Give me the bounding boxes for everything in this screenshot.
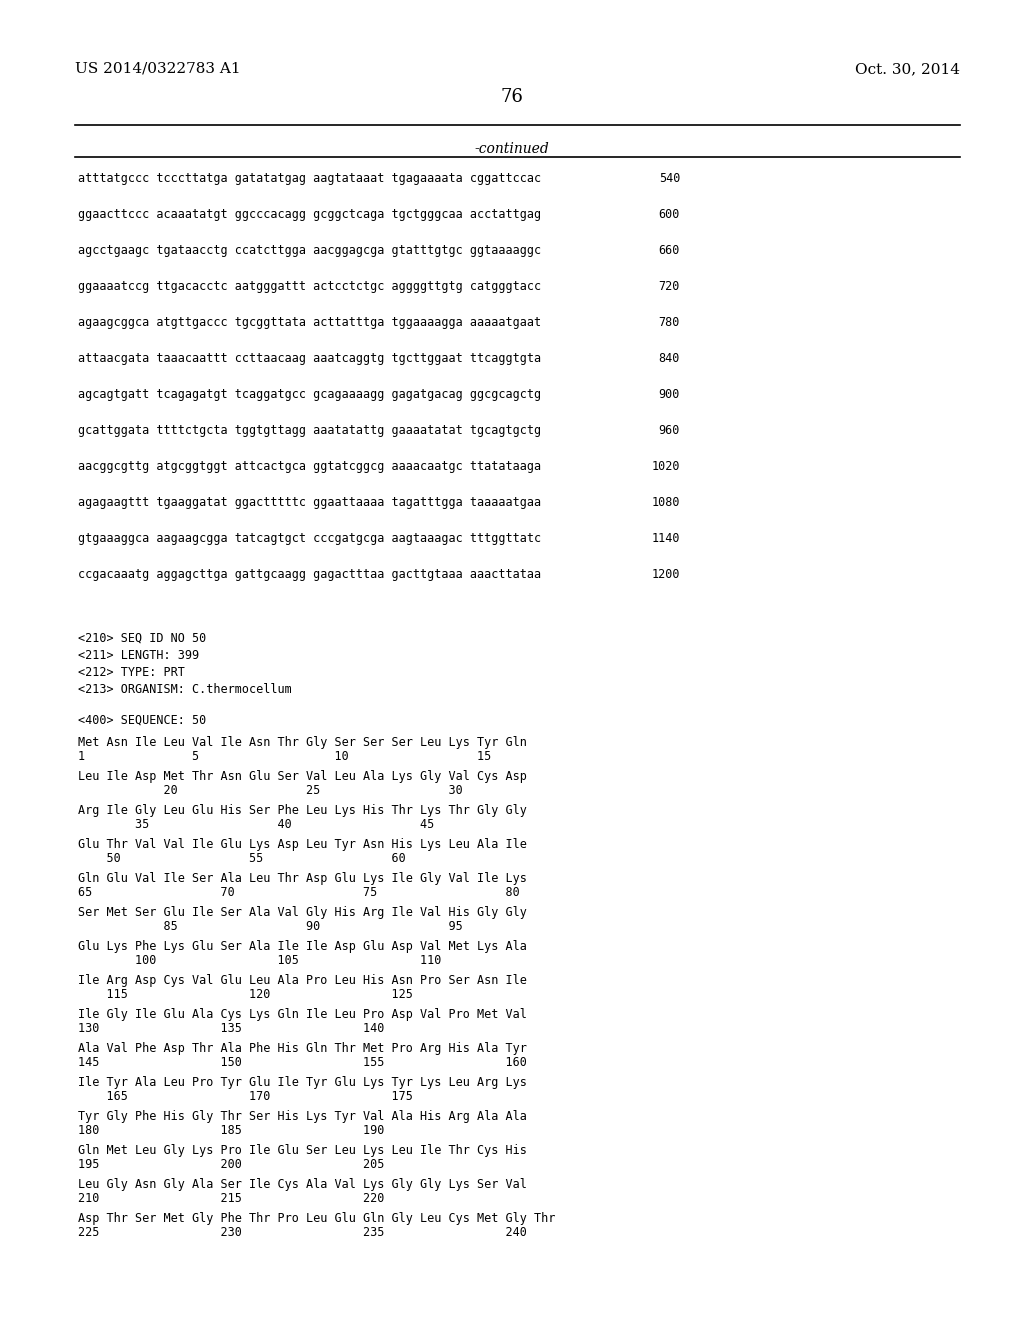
Text: 65                  70                  75                  80: 65 70 75 80 xyxy=(78,886,520,899)
Text: agaagcggca atgttgaccc tgcggttata acttatttga tggaaaagga aaaaatgaat: agaagcggca atgttgaccc tgcggttata acttatt… xyxy=(78,315,541,329)
Text: 1140: 1140 xyxy=(651,532,680,545)
Text: <213> ORGANISM: C.thermocellum: <213> ORGANISM: C.thermocellum xyxy=(78,682,292,696)
Text: 840: 840 xyxy=(658,352,680,366)
Text: Met Asn Ile Leu Val Ile Asn Thr Gly Ser Ser Ser Leu Lys Tyr Gln: Met Asn Ile Leu Val Ile Asn Thr Gly Ser … xyxy=(78,737,527,748)
Text: US 2014/0322783 A1: US 2014/0322783 A1 xyxy=(75,62,241,77)
Text: 540: 540 xyxy=(658,172,680,185)
Text: Ala Val Phe Asp Thr Ala Phe His Gln Thr Met Pro Arg His Ala Tyr: Ala Val Phe Asp Thr Ala Phe His Gln Thr … xyxy=(78,1041,527,1055)
Text: 20                  25                  30: 20 25 30 xyxy=(78,784,463,797)
Text: 210                 215                 220: 210 215 220 xyxy=(78,1192,384,1205)
Text: -continued: -continued xyxy=(475,143,549,156)
Text: agcagtgatt tcagagatgt tcaggatgcc gcagaaaagg gagatgacag ggcgcagctg: agcagtgatt tcagagatgt tcaggatgcc gcagaaa… xyxy=(78,388,541,401)
Text: <400> SEQUENCE: 50: <400> SEQUENCE: 50 xyxy=(78,714,206,727)
Text: 145                 150                 155                 160: 145 150 155 160 xyxy=(78,1056,527,1069)
Text: 960: 960 xyxy=(658,424,680,437)
Text: Oct. 30, 2014: Oct. 30, 2014 xyxy=(855,62,961,77)
Text: ccgacaaatg aggagcttga gattgcaagg gagactttaa gacttgtaaa aaacttataa: ccgacaaatg aggagcttga gattgcaagg gagactt… xyxy=(78,568,541,581)
Text: gtgaaaggca aagaagcgga tatcagtgct cccgatgcga aagtaaagac tttggttatc: gtgaaaggca aagaagcgga tatcagtgct cccgatg… xyxy=(78,532,541,545)
Text: ggaaaatccg ttgacacctc aatgggattt actcctctgc aggggttgtg catgggtacc: ggaaaatccg ttgacacctc aatgggattt actcctc… xyxy=(78,280,541,293)
Text: <212> TYPE: PRT: <212> TYPE: PRT xyxy=(78,667,185,678)
Text: agagaagttt tgaaggatat ggactttttc ggaattaaaa tagatttgga taaaaatgaa: agagaagttt tgaaggatat ggactttttc ggaatta… xyxy=(78,496,541,510)
Text: Ile Arg Asp Cys Val Glu Leu Ala Pro Leu His Asn Pro Ser Asn Ile: Ile Arg Asp Cys Val Glu Leu Ala Pro Leu … xyxy=(78,974,527,987)
Text: 1200: 1200 xyxy=(651,568,680,581)
Text: 35                  40                  45: 35 40 45 xyxy=(78,818,434,832)
Text: 225                 230                 235                 240: 225 230 235 240 xyxy=(78,1226,527,1239)
Text: ggaacttccc acaaatatgt ggcccacagg gcggctcaga tgctgggcaa acctattgag: ggaacttccc acaaatatgt ggcccacagg gcggctc… xyxy=(78,209,541,220)
Text: 130                 135                 140: 130 135 140 xyxy=(78,1022,384,1035)
Text: 1080: 1080 xyxy=(651,496,680,510)
Text: 76: 76 xyxy=(501,88,523,106)
Text: 165                 170                 175: 165 170 175 xyxy=(78,1090,413,1104)
Text: <211> LENGTH: 399: <211> LENGTH: 399 xyxy=(78,649,199,663)
Text: Arg Ile Gly Leu Glu His Ser Phe Leu Lys His Thr Lys Thr Gly Gly: Arg Ile Gly Leu Glu His Ser Phe Leu Lys … xyxy=(78,804,527,817)
Text: agcctgaagc tgataacctg ccatcttgga aacggagcga gtatttgtgc ggtaaaaggc: agcctgaagc tgataacctg ccatcttgga aacggag… xyxy=(78,244,541,257)
Text: Asp Thr Ser Met Gly Phe Thr Pro Leu Glu Gln Gly Leu Cys Met Gly Thr: Asp Thr Ser Met Gly Phe Thr Pro Leu Glu … xyxy=(78,1212,555,1225)
Text: 900: 900 xyxy=(658,388,680,401)
Text: aacggcgttg atgcggtggt attcactgca ggtatcggcg aaaacaatgc ttatataaga: aacggcgttg atgcggtggt attcactgca ggtatcg… xyxy=(78,459,541,473)
Text: atttatgccc tcccttatga gatatatgag aagtataaat tgagaaaata cggattccac: atttatgccc tcccttatga gatatatgag aagtata… xyxy=(78,172,541,185)
Text: 85                  90                  95: 85 90 95 xyxy=(78,920,463,933)
Text: 600: 600 xyxy=(658,209,680,220)
Text: Glu Lys Phe Lys Glu Ser Ala Ile Ile Asp Glu Asp Val Met Lys Ala: Glu Lys Phe Lys Glu Ser Ala Ile Ile Asp … xyxy=(78,940,527,953)
Text: Leu Ile Asp Met Thr Asn Glu Ser Val Leu Ala Lys Gly Val Cys Asp: Leu Ile Asp Met Thr Asn Glu Ser Val Leu … xyxy=(78,770,527,783)
Text: 50                  55                  60: 50 55 60 xyxy=(78,851,406,865)
Text: 115                 120                 125: 115 120 125 xyxy=(78,987,413,1001)
Text: Ile Gly Ile Glu Ala Cys Lys Gln Ile Leu Pro Asp Val Pro Met Val: Ile Gly Ile Glu Ala Cys Lys Gln Ile Leu … xyxy=(78,1008,527,1020)
Text: 720: 720 xyxy=(658,280,680,293)
Text: 1               5                   10                  15: 1 5 10 15 xyxy=(78,750,492,763)
Text: Gln Met Leu Gly Lys Pro Ile Glu Ser Leu Lys Leu Ile Thr Cys His: Gln Met Leu Gly Lys Pro Ile Glu Ser Leu … xyxy=(78,1144,527,1158)
Text: 195                 200                 205: 195 200 205 xyxy=(78,1158,384,1171)
Text: Gln Glu Val Ile Ser Ala Leu Thr Asp Glu Lys Ile Gly Val Ile Lys: Gln Glu Val Ile Ser Ala Leu Thr Asp Glu … xyxy=(78,873,527,884)
Text: 660: 660 xyxy=(658,244,680,257)
Text: Leu Gly Asn Gly Ala Ser Ile Cys Ala Val Lys Gly Gly Lys Ser Val: Leu Gly Asn Gly Ala Ser Ile Cys Ala Val … xyxy=(78,1177,527,1191)
Text: 1020: 1020 xyxy=(651,459,680,473)
Text: Ser Met Ser Glu Ile Ser Ala Val Gly His Arg Ile Val His Gly Gly: Ser Met Ser Glu Ile Ser Ala Val Gly His … xyxy=(78,906,527,919)
Text: Glu Thr Val Val Ile Glu Lys Asp Leu Tyr Asn His Lys Leu Ala Ile: Glu Thr Val Val Ile Glu Lys Asp Leu Tyr … xyxy=(78,838,527,851)
Text: Ile Tyr Ala Leu Pro Tyr Glu Ile Tyr Glu Lys Tyr Lys Leu Arg Lys: Ile Tyr Ala Leu Pro Tyr Glu Ile Tyr Glu … xyxy=(78,1076,527,1089)
Text: 100                 105                 110: 100 105 110 xyxy=(78,954,441,968)
Text: 180                 185                 190: 180 185 190 xyxy=(78,1125,384,1137)
Text: gcattggata ttttctgcta tggtgttagg aaatatattg gaaaatatat tgcagtgctg: gcattggata ttttctgcta tggtgttagg aaatata… xyxy=(78,424,541,437)
Text: Tyr Gly Phe His Gly Thr Ser His Lys Tyr Val Ala His Arg Ala Ala: Tyr Gly Phe His Gly Thr Ser His Lys Tyr … xyxy=(78,1110,527,1123)
Text: attaacgata taaacaattt ccttaacaag aaatcaggtg tgcttggaat ttcaggtgta: attaacgata taaacaattt ccttaacaag aaatcag… xyxy=(78,352,541,366)
Text: <210> SEQ ID NO 50: <210> SEQ ID NO 50 xyxy=(78,632,206,645)
Text: 780: 780 xyxy=(658,315,680,329)
